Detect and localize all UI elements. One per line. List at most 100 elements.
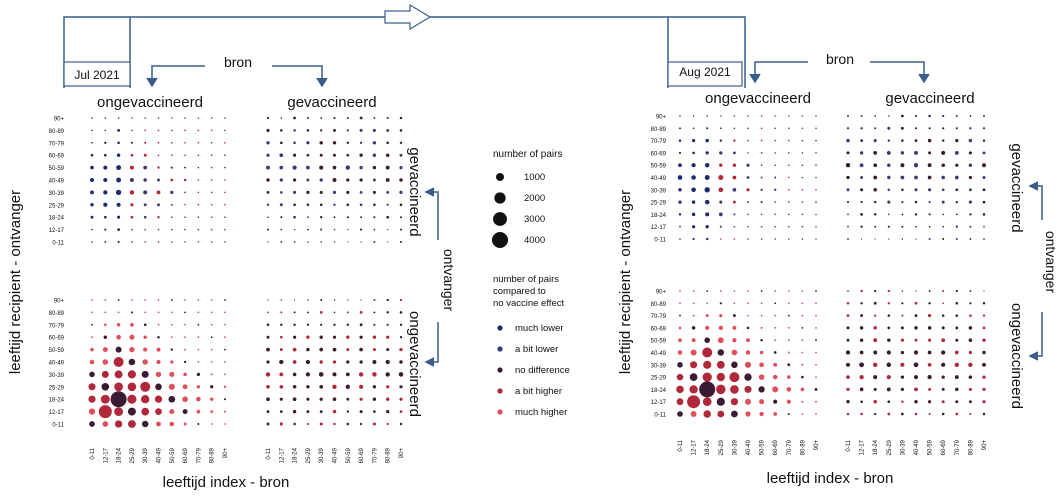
pair-dot [280,129,283,132]
pair-dot [197,299,200,301]
pair-dot [223,398,227,401]
pair-dot [847,213,849,216]
pair-dot [955,314,959,317]
pair-dot [733,139,736,142]
pair-dot [955,338,959,342]
pair-dot [800,387,805,392]
y-tick-label: 0-11 [52,241,64,247]
pair-dot [197,216,200,218]
pair-dot [293,153,297,157]
pair-dot [386,298,389,302]
pair-dot [747,225,749,228]
pair-dot [747,127,749,130]
pair-dot [141,370,149,378]
pair-dot [332,372,337,377]
pair-dot [787,375,791,379]
pair-dot [692,127,695,130]
legend-size-dot [494,192,506,204]
pair-dot [801,201,804,203]
pair-dot [346,360,350,364]
pair-dot [144,311,147,314]
pair-dot [266,384,270,389]
pair-dot [307,216,309,219]
pair-dot [333,311,336,314]
pair-dot [320,129,323,132]
pair-dot [399,228,403,231]
pair-dot [319,153,323,157]
pair-dot [332,141,337,145]
pair-dot [197,241,200,243]
pair-dot [373,410,376,413]
pair-dot [399,165,403,170]
pair-dot [733,115,736,117]
x-tick-label: 0-11 [90,447,96,459]
pair-dot [333,203,336,206]
col-header-unvaccinated-jul: ongevaccineerd [97,94,203,111]
pair-dot [224,117,226,119]
pair-dot [345,165,350,170]
pair-dot [333,228,336,231]
pair-dot [332,165,337,170]
pair-dot [982,176,986,179]
pair-dot [104,299,107,301]
pair-dot [846,127,850,130]
y-tick-label: 25-29 [651,376,667,382]
pair-dot [955,163,959,167]
legend-color-title-line-1: number of pairs [493,274,559,285]
pair-dot [760,201,763,204]
pair-dot [373,241,376,243]
pair-dot [969,238,972,240]
pair-dot [359,422,363,426]
pair-dot [399,153,403,157]
pair-dot [914,326,918,330]
x-tick-label: 25-29 [887,439,893,455]
pair-dot [914,399,918,404]
pair-dot [846,338,850,342]
pair-dot [170,166,173,169]
y-tick-label: 80-89 [49,129,65,135]
pair-dot [860,200,863,204]
pair-dot [293,422,296,426]
pair-dot [773,412,778,416]
pair-dot [732,325,737,330]
pair-dot [815,238,817,240]
pair-dot [400,241,402,243]
pair-dot [773,362,778,367]
pair-dot [169,421,175,427]
pair-dot [373,228,376,231]
pair-dot [801,339,804,342]
pair-dot [747,290,749,292]
pair-dot [787,327,790,329]
pair-dot [801,164,804,166]
pair-dot [887,126,891,130]
pair-dot [171,129,173,132]
y-tick-label: 0-11 [52,423,64,429]
pair-dot [801,302,804,305]
pair-dot [846,375,850,379]
pair-dot [280,311,283,314]
pair-dot [210,373,213,376]
pair-dot [110,391,127,408]
pair-dot [815,339,817,342]
pair-dot [887,400,891,404]
pair-dot [732,200,736,204]
pair-dot [801,400,804,403]
pair-dot [143,347,148,352]
pair-dot [983,225,985,228]
pair-dot [928,302,931,305]
y-tick-label: 0-11 [654,413,666,419]
pair-dot [787,290,790,292]
pair-dot [386,323,389,326]
pair-dot [184,129,186,132]
pair-dot [928,387,932,391]
pair-dot [266,165,270,170]
pair-dot [955,200,958,204]
pair-dot [874,289,877,293]
pair-dot [224,166,226,169]
pair-dot [306,190,310,195]
pair-dot [197,166,200,169]
pair-dot [679,290,681,292]
y-tick-label: 70-79 [49,141,65,147]
pair-dot [900,175,905,180]
pair-dot [900,163,905,168]
